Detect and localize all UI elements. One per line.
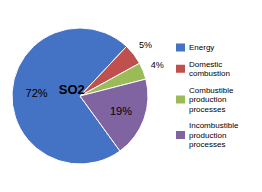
data-labels: 72% 5% 4% 19% (26, 40, 164, 117)
slices (12, 28, 148, 164)
legend-label-line: Domestic (189, 60, 222, 69)
legend-label-line: Incombustible (189, 121, 239, 130)
legend-label-line: Combustible (189, 86, 234, 95)
legend-label-line: processes (189, 140, 225, 149)
legend-label-line: production (189, 95, 226, 104)
data-label: 72% (26, 87, 48, 99)
legend-swatch (176, 44, 185, 52)
legend-label-line: combustion (189, 69, 230, 78)
legend-label-line: production (189, 131, 226, 140)
legend-label: Energy (189, 43, 214, 52)
data-label: 5% (139, 40, 152, 50)
data-label: 4% (151, 60, 164, 70)
legend-label-line: processes (189, 105, 225, 114)
legend-label: Domesticcombustion (189, 60, 230, 79)
slice (80, 79, 148, 151)
chart: 72% 5% 4% 19% SO2 Energy Domesticcombustion Com… (0, 0, 262, 192)
legend-label: Combustibleproductionprocesses (189, 86, 234, 114)
legend-swatch (176, 131, 185, 139)
legend-label-line: Energy (189, 43, 214, 52)
data-label: 19% (110, 105, 132, 117)
legend: EnergyDomesticcombustionCombustibleprodu… (176, 43, 239, 149)
center-label: SO2 (59, 82, 85, 97)
legend-label: Incombustibleproductionprocesses (189, 121, 239, 149)
legend-swatch (176, 65, 185, 73)
legend-swatch (176, 96, 185, 104)
